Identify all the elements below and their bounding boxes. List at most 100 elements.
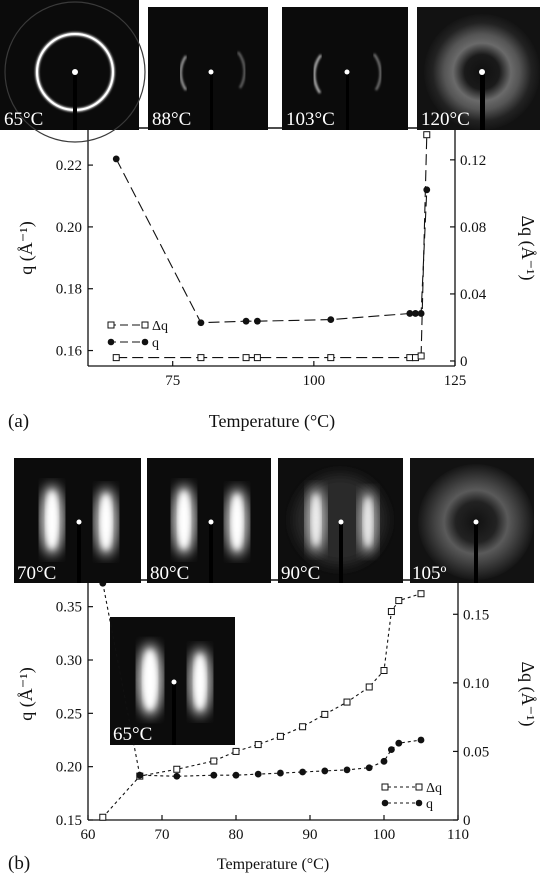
q-point [417,736,425,744]
delta-q-point [411,354,419,362]
q-point [136,771,144,779]
q-point [254,770,262,778]
q-point [406,310,414,317]
delta-q-point [395,597,403,605]
q-point [253,317,261,325]
q-point [232,771,240,779]
delta-q-point [423,131,431,139]
panel-b-label: (b) [8,853,30,874]
q-point [423,186,431,194]
panel-b-legend: Δq q [381,781,442,812]
diffraction-image-65c: 65°C [0,0,146,143]
q-point [395,739,403,747]
y-right-tick-label: 0 [460,354,468,370]
y-right-tick-label: 0.10 [463,676,489,692]
q-point [343,766,351,774]
delta-q-point [254,741,262,749]
y-right-tick-label: 0 [463,813,471,829]
delta-q-point [253,354,261,362]
y-left-tick-label: 0.15 [56,813,82,829]
diffraction-image-105c: 105º [410,458,534,584]
legend-entry-q: q [381,797,433,812]
q-point [321,767,329,775]
y-left-tick-label: 0.16 [56,344,83,360]
legend-label: Δq [426,781,442,796]
panel-b: 60 70 80 90 100 110 0.15 0.20 0.25 0.30 0.35 0 0.05 0… [8,458,538,874]
q-point [299,768,306,776]
diffraction-image-65c-inset: 65°C [110,617,235,745]
delta-q-point [276,732,284,740]
delta-q-point [112,354,120,362]
q-point [173,772,181,780]
delta-q-point [173,765,181,773]
y-right-tick-label: 0.05 [463,744,489,760]
y-left-tick-label: 0.20 [56,760,82,776]
y-left-tick-label: 0.18 [56,282,82,298]
image-label: 90°C [281,563,320,584]
image-label: 105º [412,563,447,584]
delta-q-point [327,354,335,362]
delta-q-point [417,352,425,360]
panel-a-legend: Δq q [107,319,168,351]
image-label: 120°C [421,109,470,130]
y-left-tick-label: 0.35 [56,600,82,616]
y-left-tick-label: 0.25 [56,706,82,722]
x-tick-label: 70 [155,827,170,843]
q-point [365,764,373,772]
image-label: 70°C [17,563,56,584]
x-tick-label: 90 [303,827,318,843]
q-point [197,319,205,327]
legend-label: q [152,336,159,351]
delta-q-point [321,710,329,718]
delta-q-point [197,354,205,362]
diffraction-image-88c: 88°C [148,7,268,130]
delta-q-point [299,723,307,731]
q-point [210,771,218,779]
y-left-tick-label: 0.30 [56,653,82,669]
panel-a-label: (a) [8,411,29,432]
x-tick-label: 100 [373,827,396,843]
x-tick-label: 100 [303,373,326,389]
delta-q-point [210,757,218,765]
y-right-tick-label: 0.15 [463,607,489,623]
image-label: 80°C [150,563,189,584]
x-tick-label: 80 [229,827,244,843]
q-point [388,746,395,753]
legend-entry-delta-q: Δq [381,781,442,796]
panel-b-right-axis-label: Δq (Å⁻¹) [517,662,538,727]
diffraction-image-120c: 120°C [417,7,540,130]
diffraction-image-90c: 90°C [278,458,403,584]
delta-q-point [232,747,240,755]
x-tick-label: 125 [444,373,467,389]
image-label: 65°C [113,724,152,745]
x-tick-label: 75 [165,373,180,389]
image-label: 65°C [4,109,43,130]
delta-q-point [406,354,414,362]
q-point [412,310,419,317]
y-right-tick-label: 0.12 [460,153,486,169]
panel-b-left-axis-label: q (Å⁻¹) [16,667,37,720]
delta-q-point [99,813,107,821]
delta-q-point [242,354,250,362]
panel-a: 75 100 125 0.16 0.18 0.20 0.22 0 0.04 0.08 0.12 65… [0,0,540,432]
legend-entry-q: q [107,336,159,351]
y-left-tick-label: 0.22 [56,158,82,174]
q-point [242,317,250,325]
y-right-tick-label: 0.08 [460,220,486,236]
panel-b-x-axis-label: Temperature (°C) [217,856,329,873]
image-label: 103°C [286,109,335,130]
q-point [327,316,335,324]
legend-label: q [426,797,433,812]
q-point [112,155,120,163]
diffraction-image-70c: 70°C [14,458,141,584]
q-point [380,757,388,765]
legend-entry-delta-q: Δq [107,319,168,334]
diffraction-image-80c: 80°C [147,458,271,584]
panel-a-x-axis-label: Temperature (°C) [209,411,335,432]
y-right-tick-label: 0.04 [460,287,487,303]
y-left-tick-label: 0.20 [56,220,82,236]
delta-q-point [387,608,395,616]
diffraction-image-103c: 103°C [282,7,408,130]
delta-q-point [365,683,373,691]
